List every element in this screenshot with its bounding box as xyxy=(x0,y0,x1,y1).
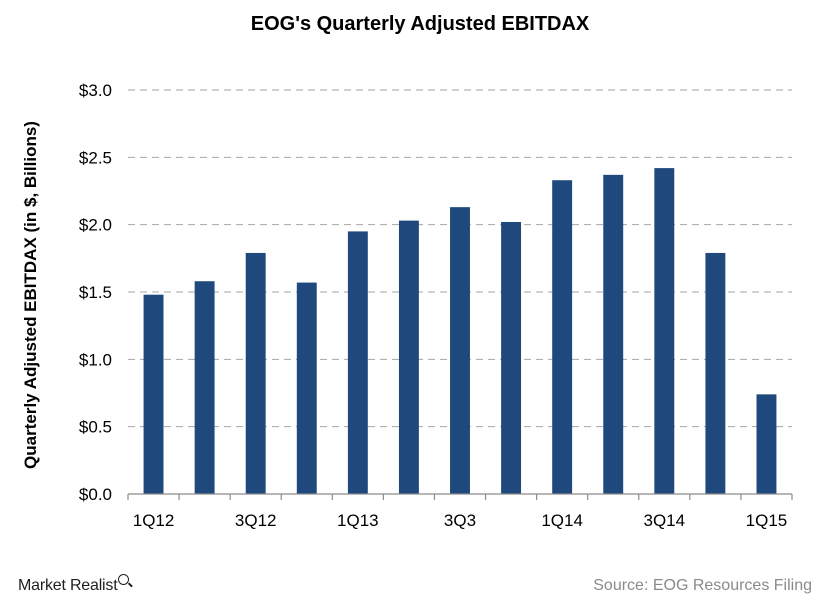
bar-3q13 xyxy=(450,207,470,494)
bar-1q12 xyxy=(143,294,164,494)
y-tick-label: $0.0 xyxy=(79,485,112,504)
x-tick-label: 1Q15 xyxy=(746,511,788,530)
y-tick-label: $0.5 xyxy=(79,418,112,437)
brand-logo: Market Realist xyxy=(18,574,130,595)
x-tick-label: 3Q14 xyxy=(644,511,686,530)
gridlines xyxy=(128,89,792,428)
source-note: Source: EOG Resources Filing xyxy=(593,577,812,594)
x-tick-label: 3Q12 xyxy=(235,511,277,530)
chart-title: EOG's Quarterly Adjusted EBITDAX xyxy=(251,13,590,35)
bar-2q14 xyxy=(603,174,624,494)
y-tick-labels: $0.0 $0.5 $1.0 $1.5 $2.0 $2.5 $3.0 xyxy=(79,81,112,504)
x-tick-label: 3Q3 xyxy=(444,511,476,530)
y-tick-label: $2.5 xyxy=(79,148,112,167)
bar-3q12 xyxy=(245,252,266,494)
magnifier-icon xyxy=(118,574,130,585)
bar-3q14 xyxy=(654,168,675,494)
y-tick-label: $3.0 xyxy=(79,81,112,100)
bar-1q14 xyxy=(552,180,573,494)
bars xyxy=(143,168,777,495)
y-tick-label: $2.0 xyxy=(79,216,112,235)
y-tick-label: $1.0 xyxy=(79,350,112,369)
bar-4q12 xyxy=(296,282,317,494)
x-tick-label: 1Q12 xyxy=(133,511,175,530)
bar-1q15 xyxy=(756,394,777,494)
x-tick-label: 1Q14 xyxy=(541,511,583,530)
bar-1q13 xyxy=(347,231,368,494)
x-tick-labels: 1Q12 3Q12 1Q13 3Q3 1Q14 3Q14 1Q15 xyxy=(133,511,788,530)
y-tick-label: $1.5 xyxy=(79,283,112,302)
brand-name: Market Realist xyxy=(18,577,118,594)
bar-2q12 xyxy=(194,281,215,494)
bar-4q13 xyxy=(501,221,522,494)
bar-2q13 xyxy=(398,220,419,495)
y-axis-title: Quarterly Adjusted EBITDAX (in $, Billio… xyxy=(21,121,40,469)
bar-4q14 xyxy=(705,252,726,494)
x-tick-label: 1Q13 xyxy=(337,511,379,530)
x-axis xyxy=(127,493,793,500)
